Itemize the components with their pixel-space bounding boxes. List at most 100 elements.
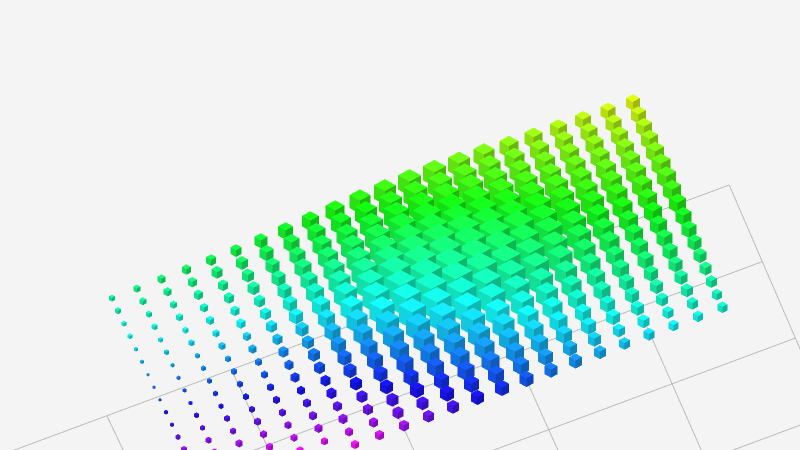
cube-front-face <box>612 263 621 279</box>
cube-top-face <box>151 323 158 327</box>
cube-top-face <box>235 256 248 263</box>
cube-top-face <box>656 229 673 238</box>
cube-side-face <box>247 271 254 283</box>
cube-front-face <box>235 259 242 270</box>
cube-top-face <box>606 309 621 317</box>
cube-side-face <box>229 294 234 304</box>
cube-front-face <box>447 403 453 414</box>
cube-top-face <box>305 282 324 293</box>
cube-side-face <box>711 278 717 288</box>
grid-line <box>728 184 800 351</box>
cube-side-face <box>675 260 683 273</box>
cube-side-face <box>124 322 127 327</box>
cube-front-face <box>631 241 640 257</box>
cube-front-face <box>561 280 572 298</box>
cube-front-face <box>693 313 698 323</box>
cube-top-face <box>560 142 580 154</box>
cube-top-face <box>170 422 174 425</box>
cube-top-face <box>265 320 277 326</box>
cube-top-face <box>437 193 466 209</box>
cube-top-face <box>600 170 622 182</box>
cube-top-face <box>439 261 473 280</box>
cube-top-face <box>205 436 212 440</box>
cube-side-face <box>154 324 158 331</box>
cube-top-face <box>302 398 311 403</box>
cube-side-face <box>283 348 289 358</box>
cube-front-face <box>265 261 273 274</box>
cube-front-face <box>637 193 648 211</box>
cube-top-face <box>506 341 524 352</box>
cube-side-face <box>161 276 166 284</box>
cube-top-face <box>488 177 514 192</box>
cube-top-face <box>464 375 480 384</box>
cube-top-face <box>398 169 422 182</box>
cube-side-face <box>223 282 229 292</box>
cube-top-face <box>235 439 243 444</box>
cube-front-face <box>218 282 224 292</box>
cube-top-face <box>283 234 300 243</box>
cube-front-face <box>457 365 466 381</box>
cube-top-face <box>471 267 502 284</box>
cube-top-face <box>139 297 147 301</box>
cube-top-face <box>206 315 215 321</box>
cube-top-face <box>631 174 652 186</box>
cube-top-face <box>488 365 505 375</box>
cube-front-face <box>656 233 665 248</box>
cube-top-face <box>187 277 197 282</box>
cube-side-face <box>154 386 156 389</box>
cube-top-face <box>568 289 587 299</box>
cube-top-face <box>200 425 206 428</box>
cube-front-face <box>619 340 625 350</box>
cube-top-face <box>272 333 283 339</box>
cube-front-face <box>230 308 235 317</box>
cube-top-face <box>212 329 220 333</box>
cube-side-face <box>186 266 191 275</box>
cube-front-face <box>218 343 223 350</box>
cube-front-face <box>675 211 684 226</box>
cube-front-face <box>650 219 659 236</box>
cube-side-face <box>227 416 231 422</box>
cube-side-face <box>545 352 553 366</box>
cube-top-face <box>182 388 187 391</box>
cube-top-face <box>175 434 181 437</box>
cube-side-face <box>190 401 193 406</box>
cube-top-face <box>277 282 292 291</box>
cube-side-face <box>172 423 174 428</box>
cube-front-face <box>300 275 310 291</box>
cube-top-face <box>398 234 430 252</box>
cube-top-face <box>432 182 459 197</box>
cube-front-face <box>115 308 118 315</box>
cube-front-face <box>206 379 210 384</box>
cube-side-face <box>211 257 217 266</box>
cube-top-face <box>467 322 490 334</box>
cube-front-face <box>643 330 649 341</box>
cube-top-face <box>625 287 639 295</box>
cube-front-face <box>271 274 279 287</box>
cube-side-face <box>650 269 658 282</box>
cube-top-face <box>473 143 495 155</box>
cube-top-face <box>338 413 348 419</box>
cube-front-face <box>600 299 608 313</box>
cube-front-face <box>278 410 283 417</box>
cube-front-face <box>618 277 627 291</box>
cube-top-face <box>194 352 200 356</box>
cube-top-face <box>573 238 596 251</box>
cube-side-face <box>686 286 693 298</box>
cube-top-face <box>336 223 358 236</box>
cube-top-face <box>541 231 568 246</box>
cube-front-face <box>248 407 252 413</box>
cube-side-face <box>295 374 300 383</box>
cube-top-face <box>265 257 280 266</box>
cube-top-face <box>637 188 657 199</box>
cube-side-face <box>296 311 304 325</box>
cube-side-face <box>265 310 271 321</box>
cube-top-face <box>646 141 665 152</box>
cube-side-face <box>367 406 373 416</box>
cube-side-face <box>588 321 597 335</box>
cube-top-face <box>540 163 562 175</box>
cube-front-face <box>338 416 344 425</box>
cube-front-face <box>687 238 695 251</box>
cube-front-face <box>618 215 629 232</box>
cube-top-face <box>351 257 378 272</box>
cube-top-face <box>307 347 320 355</box>
